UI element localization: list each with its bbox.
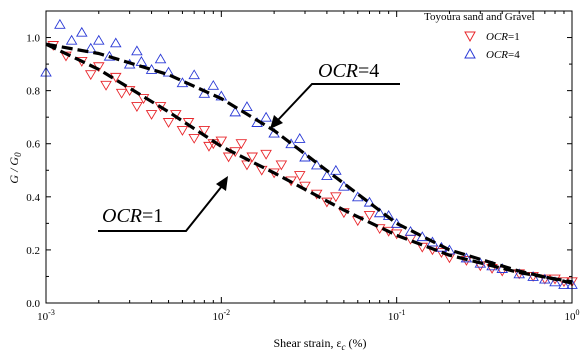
ocr4-marker — [293, 133, 306, 143]
ocr4-marker — [154, 53, 167, 64]
ocr4-marker — [310, 159, 323, 170]
ocr4-marker — [135, 56, 148, 66]
legend-marker-ocr1 — [464, 31, 476, 43]
ocr4-marker — [330, 164, 342, 175]
ocr4-marker — [373, 207, 386, 218]
y-axis-label-sub: 0 — [13, 152, 23, 157]
ocr1-marker — [115, 88, 128, 99]
ocr1-marker — [215, 136, 228, 147]
ocr1-marker — [188, 133, 200, 144]
ocr1-marker — [109, 72, 122, 83]
ocr1-marker — [390, 229, 403, 240]
legend-entry-ocr1: OCR=1 — [464, 31, 520, 43]
ocr1-marker — [100, 80, 112, 91]
x-axis-label-unit: (%) — [349, 336, 367, 350]
annotation-ocr4-arrowhead — [270, 115, 283, 129]
ocr1-marker — [363, 210, 376, 221]
x-axis-label: Shear strain, εc (%) — [273, 336, 366, 352]
ocr4-marker — [76, 26, 88, 37]
y-tick-label: 1.0 — [26, 33, 40, 45]
plot-frame — [45, 10, 573, 304]
x-axis-label-sub: c — [342, 342, 346, 352]
annotation-ocr1: OCR=1 — [98, 176, 228, 232]
ocr1-marker — [460, 256, 473, 266]
ocr4-marker — [260, 111, 272, 122]
ocr4-marker — [65, 34, 78, 45]
ocr1-marker — [84, 70, 97, 81]
annotation-ocr4-leader — [277, 83, 400, 121]
ocr1-marker — [131, 102, 143, 112]
ocr1-marker — [241, 160, 253, 171]
y-tick-label: 0.2 — [26, 245, 40, 257]
ocr4-marker — [131, 45, 143, 56]
ocr4-marker — [84, 42, 97, 53]
tick-labels: 0.0 0.2 0.4 0.6 0.8 1.0 10-3 10-2 10-1 100 — [26, 33, 579, 323]
ocr4-marker — [363, 196, 376, 207]
ocr4-marker — [188, 69, 200, 80]
ocr1-marker — [275, 160, 288, 171]
trend-line-ocr4 — [45, 42, 573, 285]
legend-title: Toyoura sand and Gravel — [424, 11, 535, 23]
ocr1-marker — [198, 126, 211, 136]
ocr1-marker — [235, 139, 248, 150]
ocr1-marker — [246, 152, 258, 163]
trend-line-ocr1 — [45, 42, 573, 284]
legend-label-ocr4: OCR=4 — [486, 49, 520, 61]
ocr1-marker — [260, 149, 272, 160]
y-tick-label: 0.4 — [26, 192, 40, 204]
annotation-ocr4-label: OCR=4 — [318, 60, 379, 82]
ocr1-marker — [222, 152, 235, 163]
y-tick-label: 0.0 — [26, 298, 40, 310]
ocr4-marker — [229, 106, 242, 117]
legend-entry-ocr4: OCR=4 — [464, 47, 520, 61]
y-tick-label: 0.6 — [26, 139, 40, 151]
x-tick-label: 10-3 — [37, 308, 55, 323]
y-axis-label-main: G / G — [7, 157, 21, 184]
ocr4-marker — [321, 170, 333, 181]
ocr4-marker — [241, 101, 253, 112]
ocr4-marker — [54, 18, 66, 29]
trend-lines — [45, 42, 573, 285]
x-tick-label: 10-1 — [388, 308, 406, 323]
ocr4-marker — [109, 37, 122, 48]
ocr1-marker — [176, 126, 189, 136]
x-tick-label: 100 — [565, 308, 580, 323]
ocr4-marker — [558, 279, 570, 289]
ocr4-marker — [162, 66, 175, 77]
ocr4-marker — [92, 34, 105, 45]
ocr1-marker — [145, 110, 158, 120]
annotation-ocr1-arrowhead — [216, 176, 228, 191]
y-axis-label: G / G0 — [7, 152, 23, 184]
ocr4-marker — [207, 79, 220, 90]
series-ocr1-markers — [47, 41, 578, 288]
axes — [45, 10, 573, 304]
annotation-ocr1-leader — [98, 185, 223, 232]
x-tick-label: 10-2 — [212, 308, 230, 323]
annotation-ocr4: OCR=4 — [270, 60, 400, 129]
legend-label-ocr1: OCR=1 — [486, 31, 520, 43]
legend-marker-ocr4 — [464, 47, 476, 59]
x-axis-label-main: Shear strain, ε — [273, 336, 341, 350]
ocr1-marker — [162, 118, 175, 128]
legend: Toyoura sand and Gravel OCR=1 OCR=4 — [424, 11, 535, 61]
ocr1-marker — [293, 171, 306, 181]
ocr1-marker — [330, 192, 342, 203]
ocr4-marker — [549, 276, 561, 287]
y-tick-label: 0.8 — [26, 86, 40, 98]
annotation-ocr1-label: OCR=1 — [102, 205, 163, 227]
ocr1-marker — [203, 141, 215, 152]
